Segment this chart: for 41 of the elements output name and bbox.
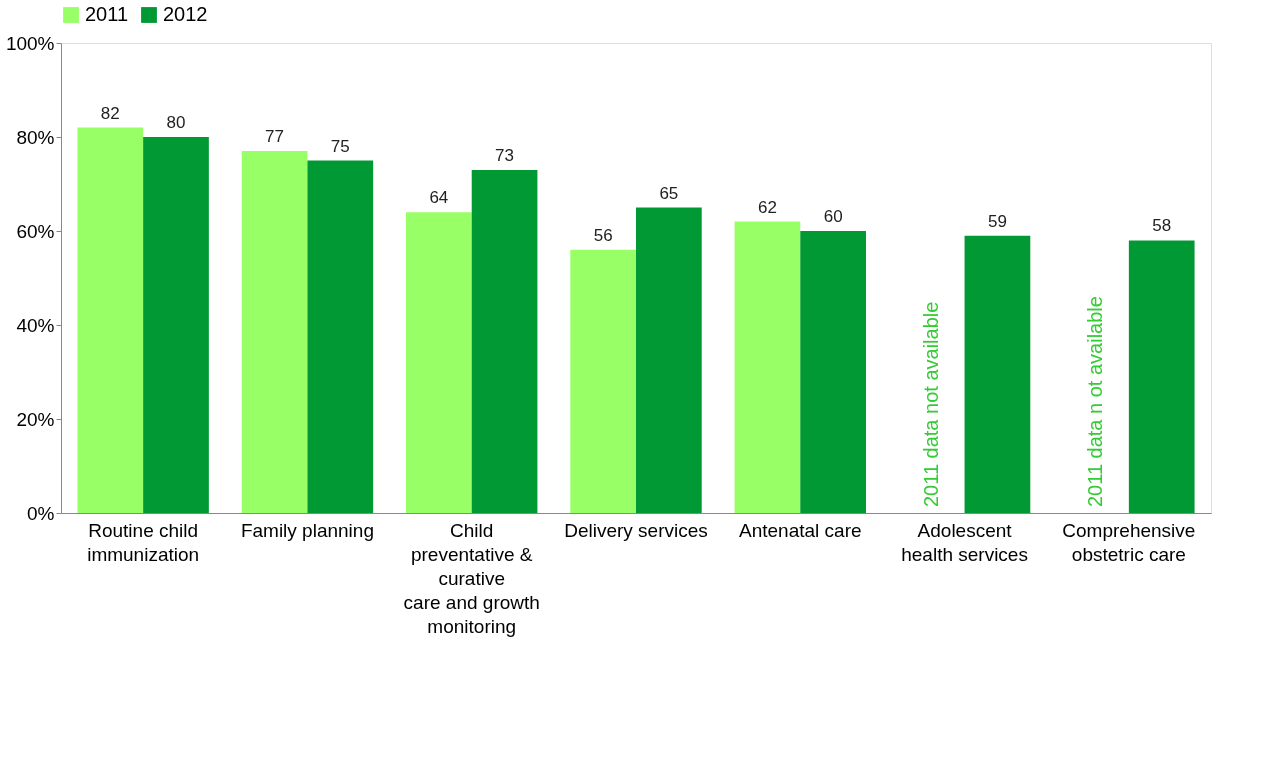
y-tick-label: 40%: [16, 314, 55, 336]
y-tick-label: 60%: [16, 220, 55, 242]
data-label: 62: [757, 197, 777, 217]
data-label: 59: [987, 211, 1007, 231]
x-tick-label: Delivery services: [564, 519, 708, 541]
x-tick-label: Comprehensive obstetric care: [1062, 519, 1196, 565]
legend-label: 2011: [85, 3, 129, 25]
data-label: 77: [265, 127, 285, 147]
data-label: 58: [1152, 216, 1172, 236]
x-tick-label: Adolescent health services: [901, 519, 1028, 565]
annotation: 2011 data not available: [919, 301, 942, 507]
y-tick-label: 20%: [16, 408, 55, 430]
bar: [636, 207, 702, 513]
data-label: 56: [593, 225, 613, 245]
x-tick-label: Family planning: [240, 519, 374, 541]
bar: [77, 127, 144, 513]
y-tick-label: 80%: [16, 126, 55, 148]
annotation: 2011 data n ot available: [1084, 296, 1106, 507]
bar: [734, 221, 801, 513]
bar: [964, 235, 1031, 513]
data-label: 73: [495, 145, 515, 165]
x-tick-label: Antenatal care: [739, 519, 862, 541]
data-label: 65: [659, 183, 679, 203]
data-label: 60: [823, 207, 843, 226]
data-label: 64: [429, 188, 449, 208]
bar: [800, 231, 866, 513]
data-label: 80: [166, 113, 186, 132]
bar: [471, 169, 538, 513]
bar: [307, 160, 374, 513]
bar: [143, 137, 209, 513]
x-tick-label: Routine child immunization: [87, 519, 200, 565]
data-label: 75: [330, 136, 350, 156]
bar: [406, 212, 472, 513]
y-tick-label: 0%: [27, 502, 55, 524]
y-tick-label: 100%: [5, 32, 55, 54]
bar: [1128, 240, 1195, 513]
bar: [241, 151, 308, 513]
data-label: 82: [100, 103, 120, 123]
x-tick-label: Child preventative & curative care and growth monitoring: [403, 519, 540, 637]
legend-label: 2012: [163, 3, 208, 25]
bar: [570, 249, 636, 513]
